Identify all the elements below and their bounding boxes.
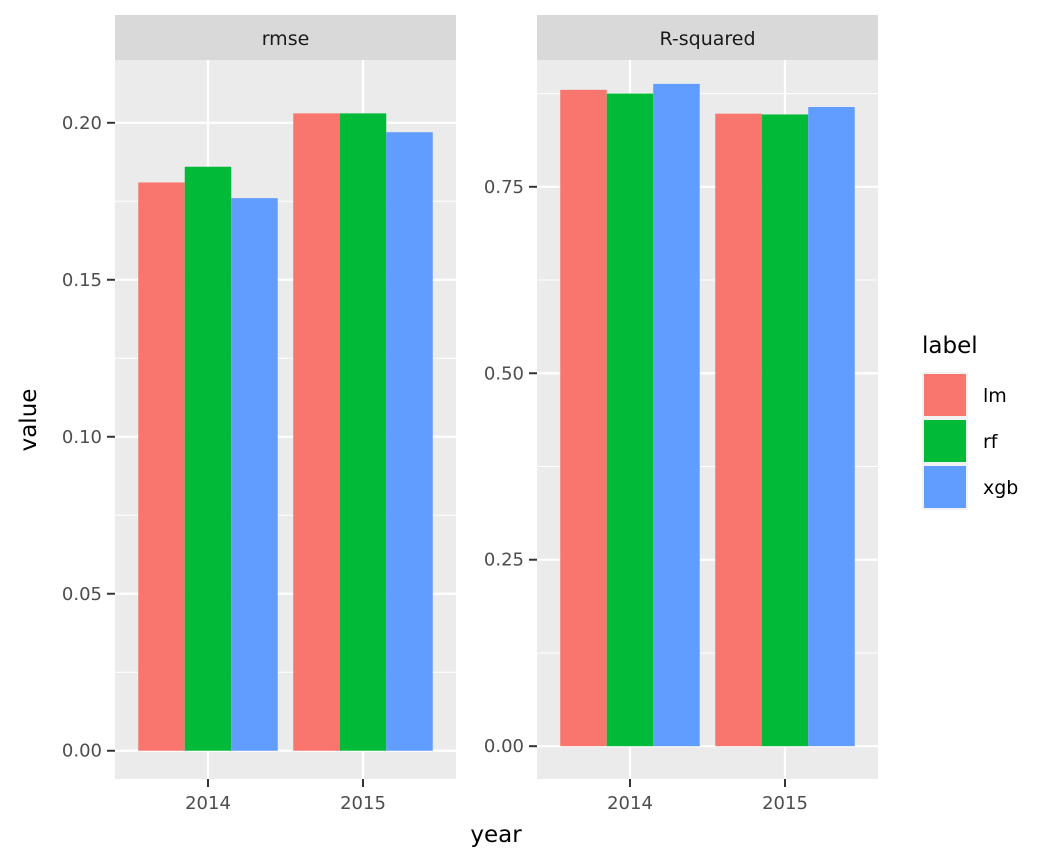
legend: label lm rf xgb bbox=[922, 333, 1018, 510]
y-tick-label: 0.75 bbox=[484, 177, 524, 198]
y-tick-label: 0.20 bbox=[62, 113, 102, 134]
bar-xgb-2014 bbox=[653, 83, 700, 747]
y-tick-label: 0.00 bbox=[484, 736, 524, 757]
bar-rf-2014 bbox=[184, 166, 232, 751]
y-axis-title: value bbox=[16, 389, 42, 452]
x-axis-title: year bbox=[470, 822, 522, 848]
bar-lm-2015 bbox=[715, 113, 762, 747]
x-tick-label: 2014 bbox=[607, 793, 653, 814]
bar-xgb-2014 bbox=[231, 198, 278, 751]
panel-1: R-squared 0.00 0.25 0.50 0.75 2014 2015 bbox=[484, 15, 878, 814]
bar-rf-2015 bbox=[761, 114, 809, 747]
x-tick-label: 2015 bbox=[340, 793, 386, 814]
facet-strip-label: rmse bbox=[262, 28, 310, 50]
bar-rf-2014 bbox=[606, 93, 654, 747]
y-tick-label: 0.15 bbox=[62, 270, 102, 291]
facet-strip bbox=[115, 15, 456, 60]
y-tick-label: 0.00 bbox=[62, 741, 102, 762]
legend-label-lm: lm bbox=[983, 385, 1007, 407]
facet-strip bbox=[537, 15, 878, 60]
legend-key-rf bbox=[924, 420, 966, 462]
bar-lm-2014 bbox=[560, 89, 607, 747]
bar-xgb-2015 bbox=[808, 106, 855, 747]
y-tick-label: 0.25 bbox=[484, 550, 524, 571]
x-tick-label: 2015 bbox=[762, 793, 808, 814]
bar-lm-2014 bbox=[138, 182, 185, 751]
panel-0: rmse 0.00 0.05 0.10 0.15 0.20 2014 2015 bbox=[62, 15, 456, 814]
y-tick-label: 0.50 bbox=[484, 363, 524, 384]
legend-title: label bbox=[922, 333, 978, 359]
y-tick-label: 0.05 bbox=[62, 584, 102, 605]
bar-lm-2015 bbox=[293, 113, 340, 751]
legend-label-xgb: xgb bbox=[983, 477, 1018, 499]
bar-rf-2015 bbox=[339, 113, 387, 751]
y-tick-label: 0.10 bbox=[62, 427, 102, 448]
legend-label-rf: rf bbox=[983, 431, 999, 453]
facet-strip-label: R-squared bbox=[659, 28, 755, 50]
legend-key-lm bbox=[924, 374, 966, 416]
x-tick-label: 2014 bbox=[185, 793, 231, 814]
bar-xgb-2015 bbox=[386, 132, 433, 751]
legend-key-xgb bbox=[924, 466, 966, 508]
